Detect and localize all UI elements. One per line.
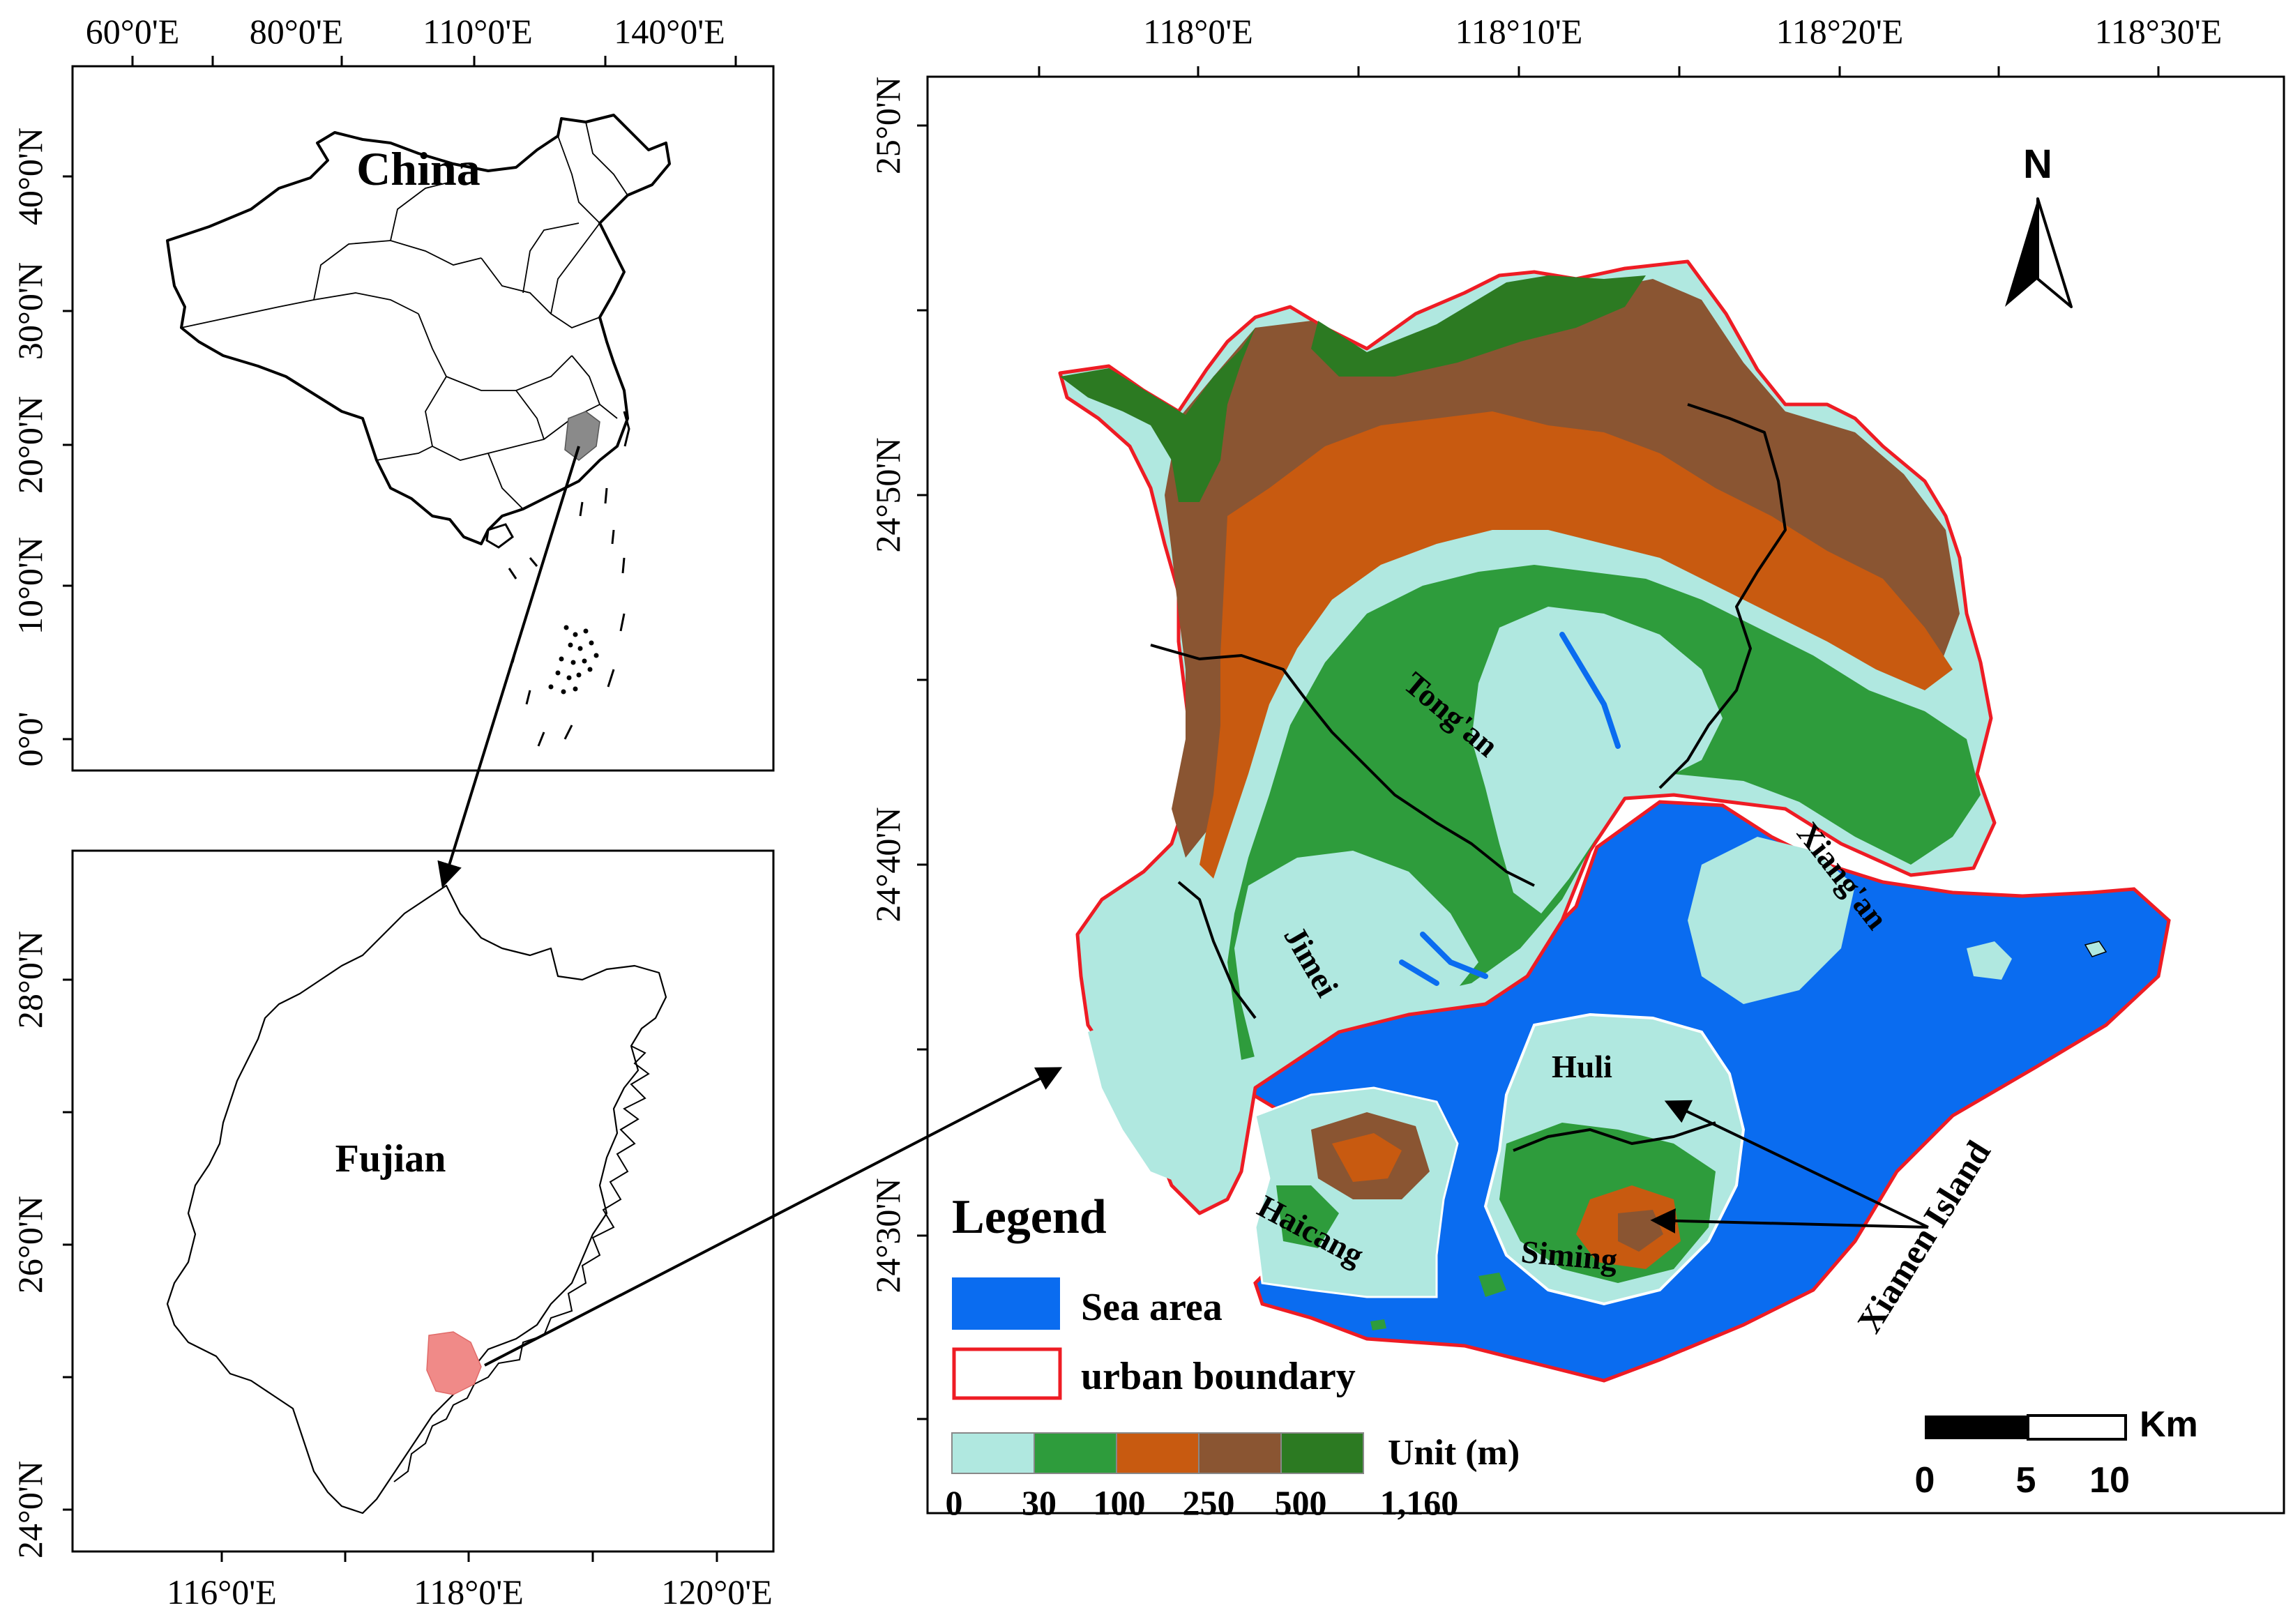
legend-elev-swatch-3 xyxy=(1198,1432,1282,1474)
china-to-fujian-arrow xyxy=(437,446,580,888)
taiwan-island xyxy=(623,411,630,447)
island-arrow-huli xyxy=(1664,1100,1929,1229)
fujian-coast-detail xyxy=(393,1045,650,1482)
fujian-lat-tick: 26°0'N xyxy=(10,1196,50,1293)
legend-elev-break: 500 xyxy=(1275,1483,1327,1522)
fujian-lat-tick: 24°0'N xyxy=(10,1461,50,1558)
xiamen-lat-tick: 24°30'N xyxy=(868,1178,907,1293)
china-frame xyxy=(71,65,775,772)
land-elev-0-30 xyxy=(1234,851,1478,1060)
spratly-dots xyxy=(548,625,599,695)
scale-label: 5 xyxy=(2016,1460,2036,1501)
islet xyxy=(2084,941,2107,957)
china-province-lines xyxy=(181,121,628,510)
china-lat-tick: 30°0'N xyxy=(10,262,50,360)
china-label: China xyxy=(356,142,480,195)
district-label-huli: Huli xyxy=(1552,1049,1612,1084)
legend-title: Legend xyxy=(952,1190,1107,1244)
legend-elev-swatch-4 xyxy=(1280,1432,1364,1474)
fujian-lon-tick: 118°0'E xyxy=(414,1572,524,1611)
china-lat-tick: 40°0'N xyxy=(10,128,50,225)
fujian-lat-tick: 28°0'N xyxy=(10,931,50,1029)
xiamen-lon-tick: 118°30'E xyxy=(2095,12,2223,51)
legend-elev-break: 0 xyxy=(946,1483,963,1522)
china-lon-tick: 110°0'E xyxy=(423,12,533,51)
north-arrow-label: N xyxy=(2023,142,2052,187)
fujian-label: Fujian xyxy=(335,1137,446,1181)
legend-elev-break: 1,160 xyxy=(1380,1483,1459,1522)
legend-unit-label: Unit (m) xyxy=(1388,1433,1520,1473)
xiamen-lat-tick: 24°50'N xyxy=(868,437,907,552)
inland-waters xyxy=(1399,632,1621,986)
scale-label: 10 xyxy=(2089,1460,2130,1501)
fujian-xiamen-highlight xyxy=(426,1331,482,1395)
xiamen-lon-tick: 118°20'E xyxy=(1776,12,1904,51)
china-lon-tick: 80°0'E xyxy=(250,12,344,51)
legend: Legend Sea area urban boundary Unit (m) … xyxy=(946,1190,1520,1522)
fujian-panel: 116°0'E 118°0'E 120°0'E 28°0'N 26°0'N 24… xyxy=(10,849,775,1611)
legend-sea-label: Sea area xyxy=(1081,1286,1223,1329)
legend-boundary-swatch xyxy=(952,1347,1062,1400)
scale-bar-black xyxy=(1925,1416,2028,1439)
district-label-siming: Siming xyxy=(1520,1234,1619,1277)
legend-elev-swatch-0 xyxy=(951,1432,1035,1474)
islet xyxy=(1478,1273,1506,1297)
district-boundaries xyxy=(1150,403,1787,1152)
china-lat-tick: 0°0' xyxy=(10,711,50,766)
fujian-frame xyxy=(71,849,775,1553)
land-elev-0-30 xyxy=(1471,607,1723,913)
land-elev-100-250 xyxy=(1200,411,1953,879)
legend-sea-swatch xyxy=(952,1277,1060,1330)
scale-bar: Km 0 5 10 xyxy=(1915,1404,2198,1501)
xiamen-lat-tick: 25°0'N xyxy=(868,77,907,174)
legend-boundary-label: urban boundary xyxy=(1081,1355,1356,1398)
china-lon-tick: 60°0'E xyxy=(86,12,180,51)
legend-elev-break: 250 xyxy=(1183,1483,1235,1522)
xiamen-panel: 118°0'E 118°10'E 118°20'E 118°30'E 25°0'… xyxy=(868,12,2285,1522)
fujian-outline xyxy=(166,884,667,1515)
land-elev-500-1160 xyxy=(1060,328,1255,502)
land-elev-250-500 xyxy=(1165,279,1960,858)
fujian-to-xiamen-arrow xyxy=(484,1067,1063,1367)
xiamen-lat-tick: 24°40'N xyxy=(868,807,907,922)
north-arrow: N xyxy=(2005,142,2073,308)
china-lat-tick: 20°0'N xyxy=(10,396,50,494)
legend-elev-swatch-2 xyxy=(1116,1432,1200,1474)
fujian-lon-tick: 116°0'E xyxy=(167,1572,277,1611)
china-panel: 60°0'E 80°0'E 110°0'E 140°0'E 40°0'N 30°… xyxy=(10,12,775,772)
xiamen-lon-tick: 118°10'E xyxy=(1455,12,1583,51)
legend-elev-break: 30 xyxy=(1022,1483,1057,1522)
island-arrow-siming xyxy=(1650,1208,1929,1234)
land-elev-0-30 xyxy=(1088,1018,1234,1185)
north-arrow-left xyxy=(2005,199,2038,307)
china-lon-tick: 140°0'E xyxy=(614,12,725,51)
fujian-lon-tick: 120°0'E xyxy=(661,1572,773,1611)
land-elev-500-1160 xyxy=(1311,275,1646,377)
scale-label: 0 xyxy=(1915,1460,1935,1501)
haicang-hills xyxy=(1276,1185,1339,1248)
xiamen-frame xyxy=(926,75,2285,1515)
china-lat-tick: 10°0'N xyxy=(10,537,50,635)
scale-bar-white xyxy=(2027,1414,2127,1441)
legend-elev-break: 100 xyxy=(1093,1483,1146,1522)
land-elev-0-30 xyxy=(1688,837,1855,1004)
islet xyxy=(1967,941,2012,980)
china-outline xyxy=(166,114,671,545)
china-fujian-highlight xyxy=(564,411,600,461)
haicang-hills xyxy=(1332,1133,1402,1182)
legend-elev-swatch-1 xyxy=(1034,1432,1117,1474)
north-arrow-right xyxy=(2036,197,2073,308)
hainan-island xyxy=(485,523,514,549)
xiamen-lon-tick: 118°0'E xyxy=(1143,12,1253,51)
scale-unit: Km xyxy=(2140,1404,2198,1445)
islet xyxy=(1370,1319,1386,1330)
